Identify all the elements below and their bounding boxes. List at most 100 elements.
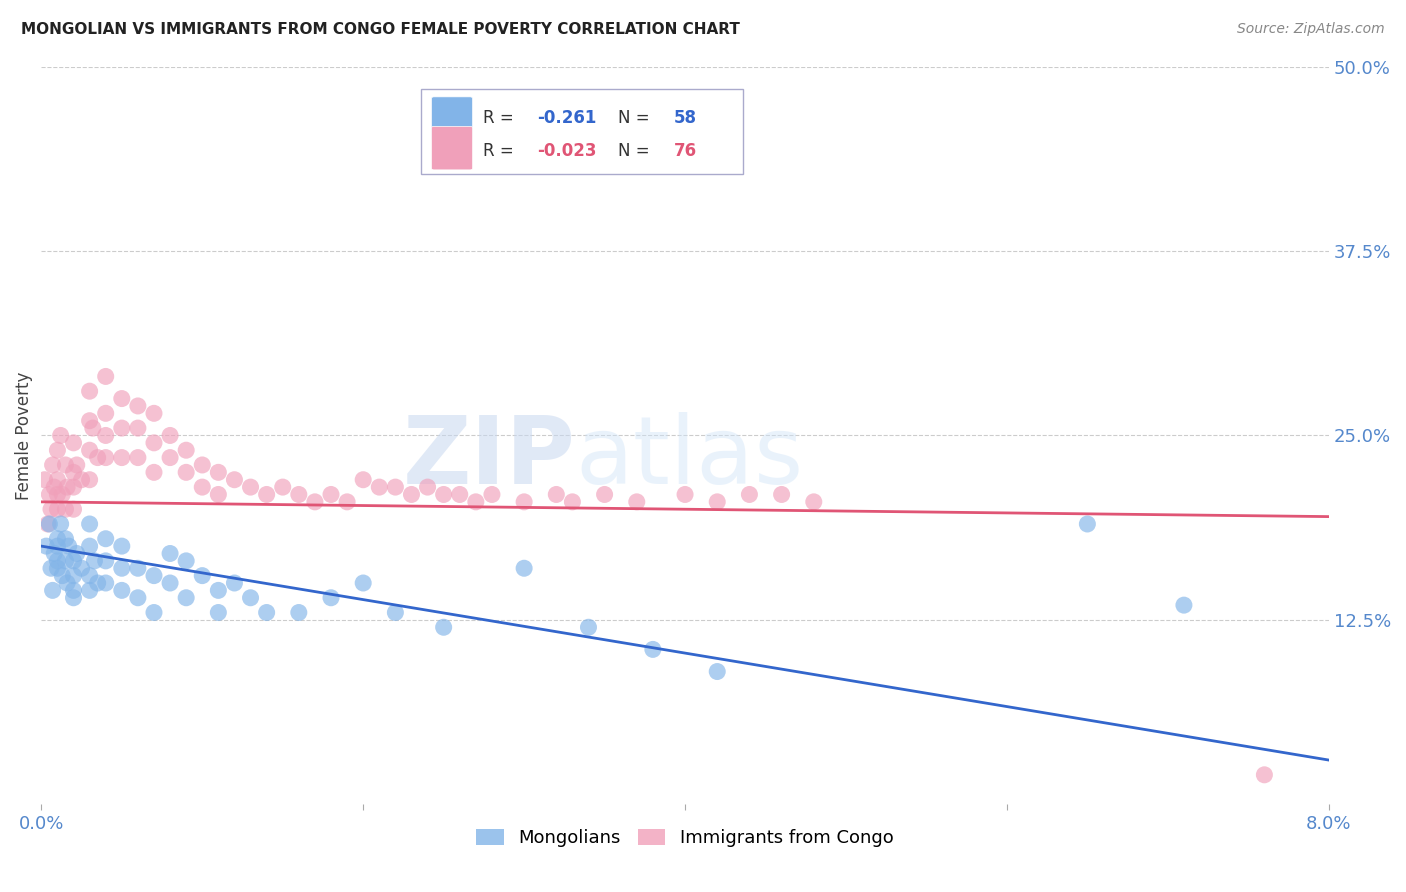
Point [513, 495, 536, 509]
Point [79, 539, 101, 553]
Point [70, 473, 93, 487]
Point [94, 576, 117, 591]
Point [481, 487, 503, 501]
Point [368, 480, 391, 494]
Point [319, 487, 342, 501]
Point [46, 539, 69, 553]
Text: MONGOLIAN VS IMMIGRANTS FROM CONGO FEMALE POVERTY CORRELATION CHART: MONGOLIAN VS IMMIGRANTS FROM CONGO FEMAL… [21, 22, 740, 37]
Point [464, 495, 486, 509]
Point [44, 480, 66, 494]
Point [66, 458, 89, 472]
Point [207, 606, 229, 620]
Point [62, 568, 84, 582]
Point [319, 591, 342, 605]
Point [256, 606, 278, 620]
Point [79, 568, 101, 582]
Point [159, 547, 181, 561]
Point [111, 539, 134, 553]
Point [626, 495, 648, 509]
Point [546, 487, 568, 501]
FancyBboxPatch shape [422, 88, 742, 174]
Point [34, 473, 56, 487]
Point [224, 473, 246, 487]
Point [111, 421, 134, 435]
Point [49, 428, 72, 442]
Point [174, 443, 197, 458]
Point [143, 568, 166, 582]
Point [1076, 516, 1098, 531]
Point [55, 458, 77, 472]
Text: ZIP: ZIP [402, 411, 575, 504]
Point [46, 532, 69, 546]
Point [207, 487, 229, 501]
Text: -0.261: -0.261 [537, 109, 596, 128]
Point [288, 487, 311, 501]
Point [62, 554, 84, 568]
Point [62, 480, 84, 494]
Point [239, 591, 262, 605]
Point [51, 568, 73, 582]
Point [79, 384, 101, 399]
Point [79, 583, 101, 598]
Point [352, 473, 374, 487]
Point [111, 392, 134, 406]
Point [82, 421, 104, 435]
Point [127, 591, 149, 605]
Point [62, 435, 84, 450]
Point [239, 480, 262, 494]
Point [46, 473, 69, 487]
FancyBboxPatch shape [432, 97, 472, 140]
Point [143, 406, 166, 420]
Point [174, 554, 197, 568]
Point [143, 606, 166, 620]
Point [94, 450, 117, 465]
Point [94, 428, 117, 442]
Point [46, 443, 69, 458]
Point [127, 450, 149, 465]
Text: N =: N = [619, 109, 655, 128]
Point [51, 487, 73, 501]
Text: atlas: atlas [575, 411, 804, 504]
Point [55, 532, 77, 546]
Point [41, 583, 63, 598]
Point [94, 532, 117, 546]
Point [401, 487, 423, 501]
Point [207, 583, 229, 598]
Text: 76: 76 [673, 143, 696, 161]
Point [39, 502, 62, 516]
Point [79, 473, 101, 487]
Point [159, 450, 181, 465]
Point [641, 642, 664, 657]
Point [79, 516, 101, 531]
Point [224, 576, 246, 591]
Point [336, 495, 359, 509]
Point [706, 495, 728, 509]
Point [191, 458, 214, 472]
Point [127, 421, 149, 435]
Point [39, 561, 62, 575]
FancyBboxPatch shape [432, 127, 472, 169]
Point [174, 591, 197, 605]
Point [384, 480, 406, 494]
Point [37, 516, 59, 531]
Text: N =: N = [619, 143, 655, 161]
Point [1253, 768, 1275, 782]
Text: R =: R = [482, 109, 519, 128]
Point [46, 487, 69, 501]
Text: 58: 58 [673, 109, 696, 128]
Point [70, 561, 93, 575]
Point [46, 502, 69, 516]
Point [38, 516, 60, 531]
Point [384, 606, 406, 620]
Point [46, 561, 69, 575]
Point [416, 480, 439, 494]
Point [111, 450, 134, 465]
Point [62, 466, 84, 480]
Point [49, 516, 72, 531]
Point [513, 561, 536, 575]
Point [191, 568, 214, 582]
Point [41, 458, 63, 472]
Point [143, 435, 166, 450]
Point [174, 466, 197, 480]
Point [127, 561, 149, 575]
